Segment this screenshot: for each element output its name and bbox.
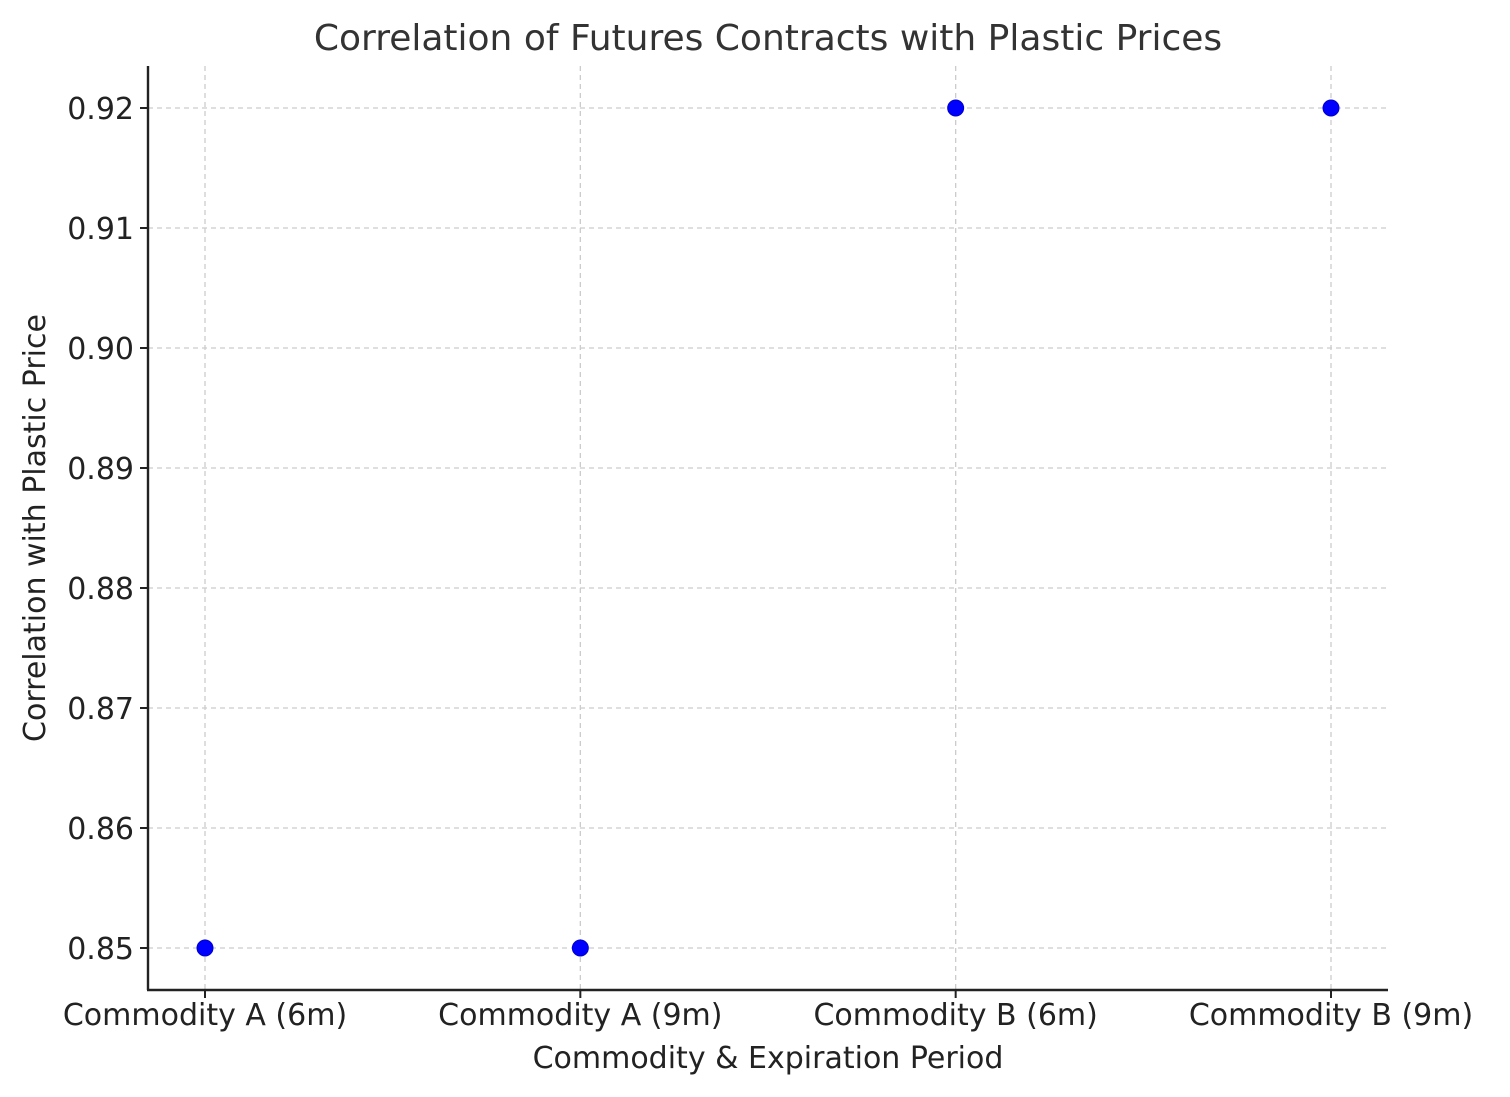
data-points	[196, 99, 1340, 957]
y-tick-labels: 0.85 0.86 0.87 0.88 0.89 0.90 0.91 0.92	[67, 92, 134, 967]
grid	[148, 66, 1388, 990]
data-point	[1322, 99, 1340, 117]
y-tick-label: 0.88	[67, 572, 134, 607]
x-tick-label: Commodity B (9m)	[1189, 998, 1473, 1033]
tick-marks	[140, 107, 1332, 998]
x-tick-labels: Commodity A (6m) Commodity A (9m) Commodit…	[63, 998, 1473, 1033]
y-tick-label: 0.91	[67, 212, 134, 247]
y-tick-label: 0.86	[67, 812, 134, 847]
y-tick-label: 0.89	[67, 452, 134, 487]
y-tick-label: 0.90	[67, 332, 134, 367]
y-axis-label: Correlation with Plastic Price	[18, 314, 53, 742]
x-tick-label: Commodity A (6m)	[63, 998, 347, 1033]
y-tick-label: 0.92	[67, 92, 134, 127]
y-tick-label: 0.85	[67, 932, 134, 967]
x-axis-label: Commodity & Expiration Period	[533, 1041, 1004, 1076]
chart-title: Correlation of Futures Contracts with Pl…	[314, 18, 1222, 59]
x-tick-label: Commodity B (6m)	[813, 998, 1097, 1033]
y-tick-label: 0.87	[67, 692, 134, 727]
x-tick-label: Commodity A (9m)	[438, 998, 722, 1033]
data-point	[947, 99, 965, 117]
data-point	[571, 939, 589, 957]
data-point	[196, 939, 214, 957]
